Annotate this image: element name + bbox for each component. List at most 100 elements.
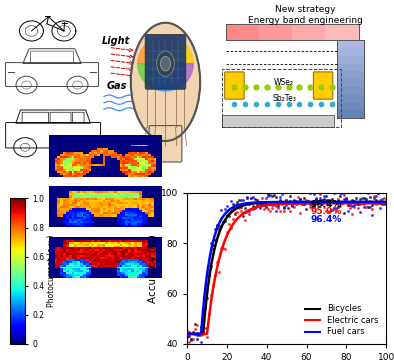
Point [266, 209, 273, 214]
Circle shape [157, 51, 174, 76]
Point [200, 308, 206, 314]
Point [381, 195, 387, 201]
Point [292, 199, 299, 205]
Point [262, 195, 269, 201]
Point [216, 223, 223, 229]
Text: 96.4%: 96.4% [310, 200, 342, 209]
Point [369, 212, 375, 218]
Point [264, 191, 271, 197]
Point [323, 197, 329, 203]
Point [234, 201, 241, 207]
Point [242, 217, 249, 223]
Point [210, 246, 216, 252]
FancyBboxPatch shape [325, 24, 359, 40]
Point [224, 212, 230, 218]
Point [264, 206, 271, 212]
Circle shape [160, 56, 171, 71]
Point [315, 201, 321, 206]
Point [202, 285, 208, 291]
Point [240, 210, 247, 216]
Point [272, 203, 279, 209]
Point [371, 195, 377, 201]
Point [307, 201, 313, 207]
Point [305, 198, 311, 204]
Point [312, 197, 319, 202]
Point [258, 201, 265, 206]
Point [359, 200, 365, 206]
Point [327, 208, 333, 214]
FancyBboxPatch shape [337, 79, 364, 87]
Point [216, 226, 223, 232]
Point [194, 323, 201, 328]
Point [335, 198, 341, 204]
Point [214, 223, 221, 229]
Point [341, 210, 347, 216]
Point [192, 331, 198, 337]
Point [260, 206, 267, 212]
Point [281, 205, 287, 211]
Point [339, 199, 345, 205]
Point [184, 334, 190, 340]
Point [284, 205, 291, 211]
Point [202, 305, 208, 311]
Point [226, 210, 232, 216]
Text: Energy band engineering: Energy band engineering [248, 16, 363, 25]
Point [208, 263, 214, 269]
Y-axis label: Accuracy (%): Accuracy (%) [148, 234, 158, 303]
FancyBboxPatch shape [337, 103, 364, 110]
Point [256, 205, 263, 211]
Point [246, 209, 253, 214]
Point [210, 282, 216, 288]
Point [284, 199, 291, 205]
Point [228, 209, 234, 214]
Point [222, 218, 229, 224]
Point [347, 202, 353, 207]
FancyBboxPatch shape [337, 48, 364, 56]
Point [212, 237, 218, 242]
Point [307, 190, 313, 196]
Point [212, 226, 218, 232]
Point [309, 204, 315, 210]
Point [286, 193, 293, 199]
Point [355, 205, 361, 211]
Point [305, 199, 311, 205]
Point [260, 202, 267, 207]
Point [327, 200, 333, 206]
Point [365, 199, 371, 205]
Point [315, 200, 321, 206]
Point [196, 332, 203, 337]
Point [288, 201, 295, 207]
Point [248, 195, 255, 201]
Point [282, 202, 289, 208]
Point [333, 205, 339, 211]
Point [295, 194, 301, 199]
Point [246, 211, 253, 217]
Point [190, 329, 196, 335]
Point [270, 191, 277, 197]
Point [282, 197, 289, 203]
Point [232, 211, 238, 217]
Point [349, 203, 355, 209]
Point [357, 209, 363, 215]
Point [260, 201, 267, 207]
FancyBboxPatch shape [337, 110, 364, 118]
Text: Sb₂Te₃: Sb₂Te₃ [272, 94, 296, 103]
Point [317, 195, 323, 201]
Point [202, 325, 208, 331]
Point [365, 190, 371, 196]
Point [244, 194, 251, 199]
Point [212, 273, 218, 278]
Point [295, 201, 301, 206]
Point [325, 199, 331, 205]
Point [186, 333, 192, 339]
Point [359, 195, 365, 201]
Point [377, 197, 383, 203]
Point [238, 197, 245, 203]
Point [226, 213, 232, 219]
Point [361, 195, 367, 201]
Point [303, 206, 309, 212]
Point [309, 200, 315, 206]
Text: 96.4%: 96.4% [310, 215, 342, 224]
Polygon shape [152, 64, 179, 91]
Point [367, 198, 373, 204]
